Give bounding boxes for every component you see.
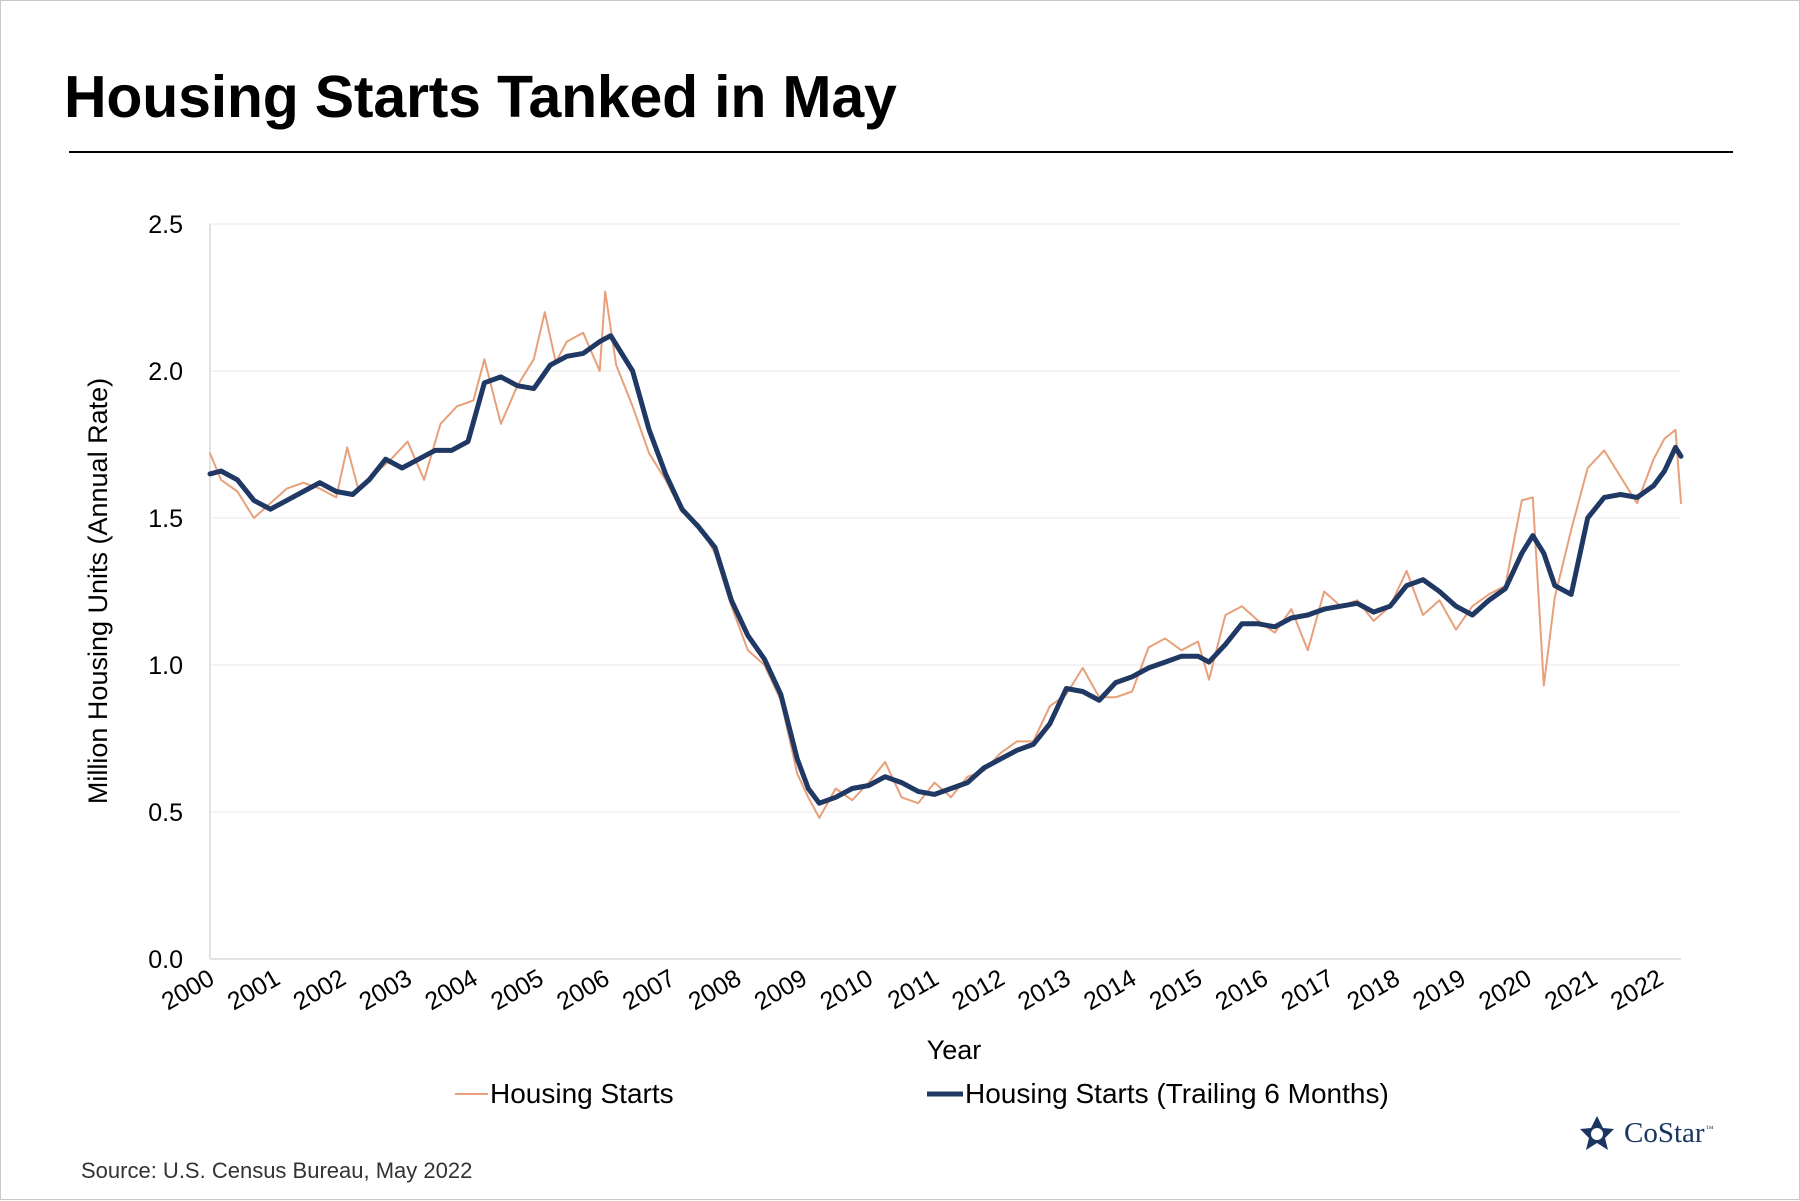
- axes: [209, 224, 1681, 960]
- x-tick-label: 2013: [1013, 964, 1075, 1016]
- y-tick-label: 0.0: [148, 946, 183, 974]
- source-note: Source: U.S. Census Bureau, May 2022: [81, 1158, 473, 1183]
- costar-logo: CoStar™: [1578, 1114, 1713, 1152]
- legend: Housing Starts Housing Starts (Trailing …: [455, 1078, 1389, 1109]
- y-tick-label: 2.5: [148, 211, 183, 239]
- costar-star-logo-icon: [1580, 1116, 1614, 1150]
- x-tick-label: 2005: [486, 964, 548, 1016]
- x-tick-label: 2020: [1474, 964, 1536, 1016]
- x-tick-label: 2010: [815, 964, 877, 1016]
- legend-label-housing-starts: Housing Starts: [490, 1078, 674, 1109]
- page-title: Housing Starts Tanked in May: [64, 64, 897, 130]
- x-tick-label: 2003: [354, 964, 416, 1016]
- x-tick-label: 2008: [684, 964, 746, 1016]
- gridlines: [210, 223, 1681, 813]
- x-tick-label: 2022: [1606, 964, 1668, 1016]
- x-tick-label: 2021: [1540, 964, 1602, 1016]
- x-tick-label: 2016: [1211, 964, 1273, 1016]
- x-tick-label: 2019: [1408, 964, 1470, 1016]
- y-axis-label: Million Housing Units (Annual Rate): [83, 378, 113, 804]
- x-tick-label: 2017: [1277, 964, 1339, 1016]
- y-tick-label: 1.0: [148, 652, 183, 680]
- brand-name: CoStar™: [1624, 1116, 1714, 1149]
- y-tick-label: 2.0: [148, 358, 183, 386]
- x-tick-label: 2007: [618, 964, 680, 1016]
- x-tick-label: 2004: [420, 964, 482, 1016]
- x-tick-label: 2012: [947, 964, 1009, 1016]
- y-tick-label: 1.5: [148, 505, 183, 533]
- series-line-trailing-6-months: [207, 333, 1684, 806]
- x-tick-label: 2015: [1145, 964, 1207, 1016]
- x-tick-label: 2018: [1342, 964, 1404, 1016]
- x-tick-labels: 2000 2001 2002 2003 2004 2005 2006 2007 2008 2009…: [157, 964, 1668, 1016]
- series-line-housing-starts: [209, 290, 1682, 819]
- series-lines: [207, 290, 1684, 819]
- y-tick-label: 0.5: [148, 799, 183, 827]
- y-tick-labels: 0.0 0.5 1.0 1.5 2.0 2.5: [148, 211, 183, 974]
- legend-label-trailing-6-months: Housing Starts (Trailing 6 Months): [965, 1078, 1389, 1109]
- x-tick-label: 2009: [750, 964, 812, 1016]
- x-tick-label: 2001: [223, 964, 285, 1016]
- x-tick-label: 2011: [883, 964, 944, 1015]
- x-tick-label: 2014: [1079, 964, 1141, 1016]
- title-divider: [69, 151, 1733, 153]
- x-tick-label: 2006: [552, 964, 614, 1016]
- x-tick-label: 2002: [289, 964, 351, 1016]
- x-axis-label: Year: [927, 1035, 982, 1065]
